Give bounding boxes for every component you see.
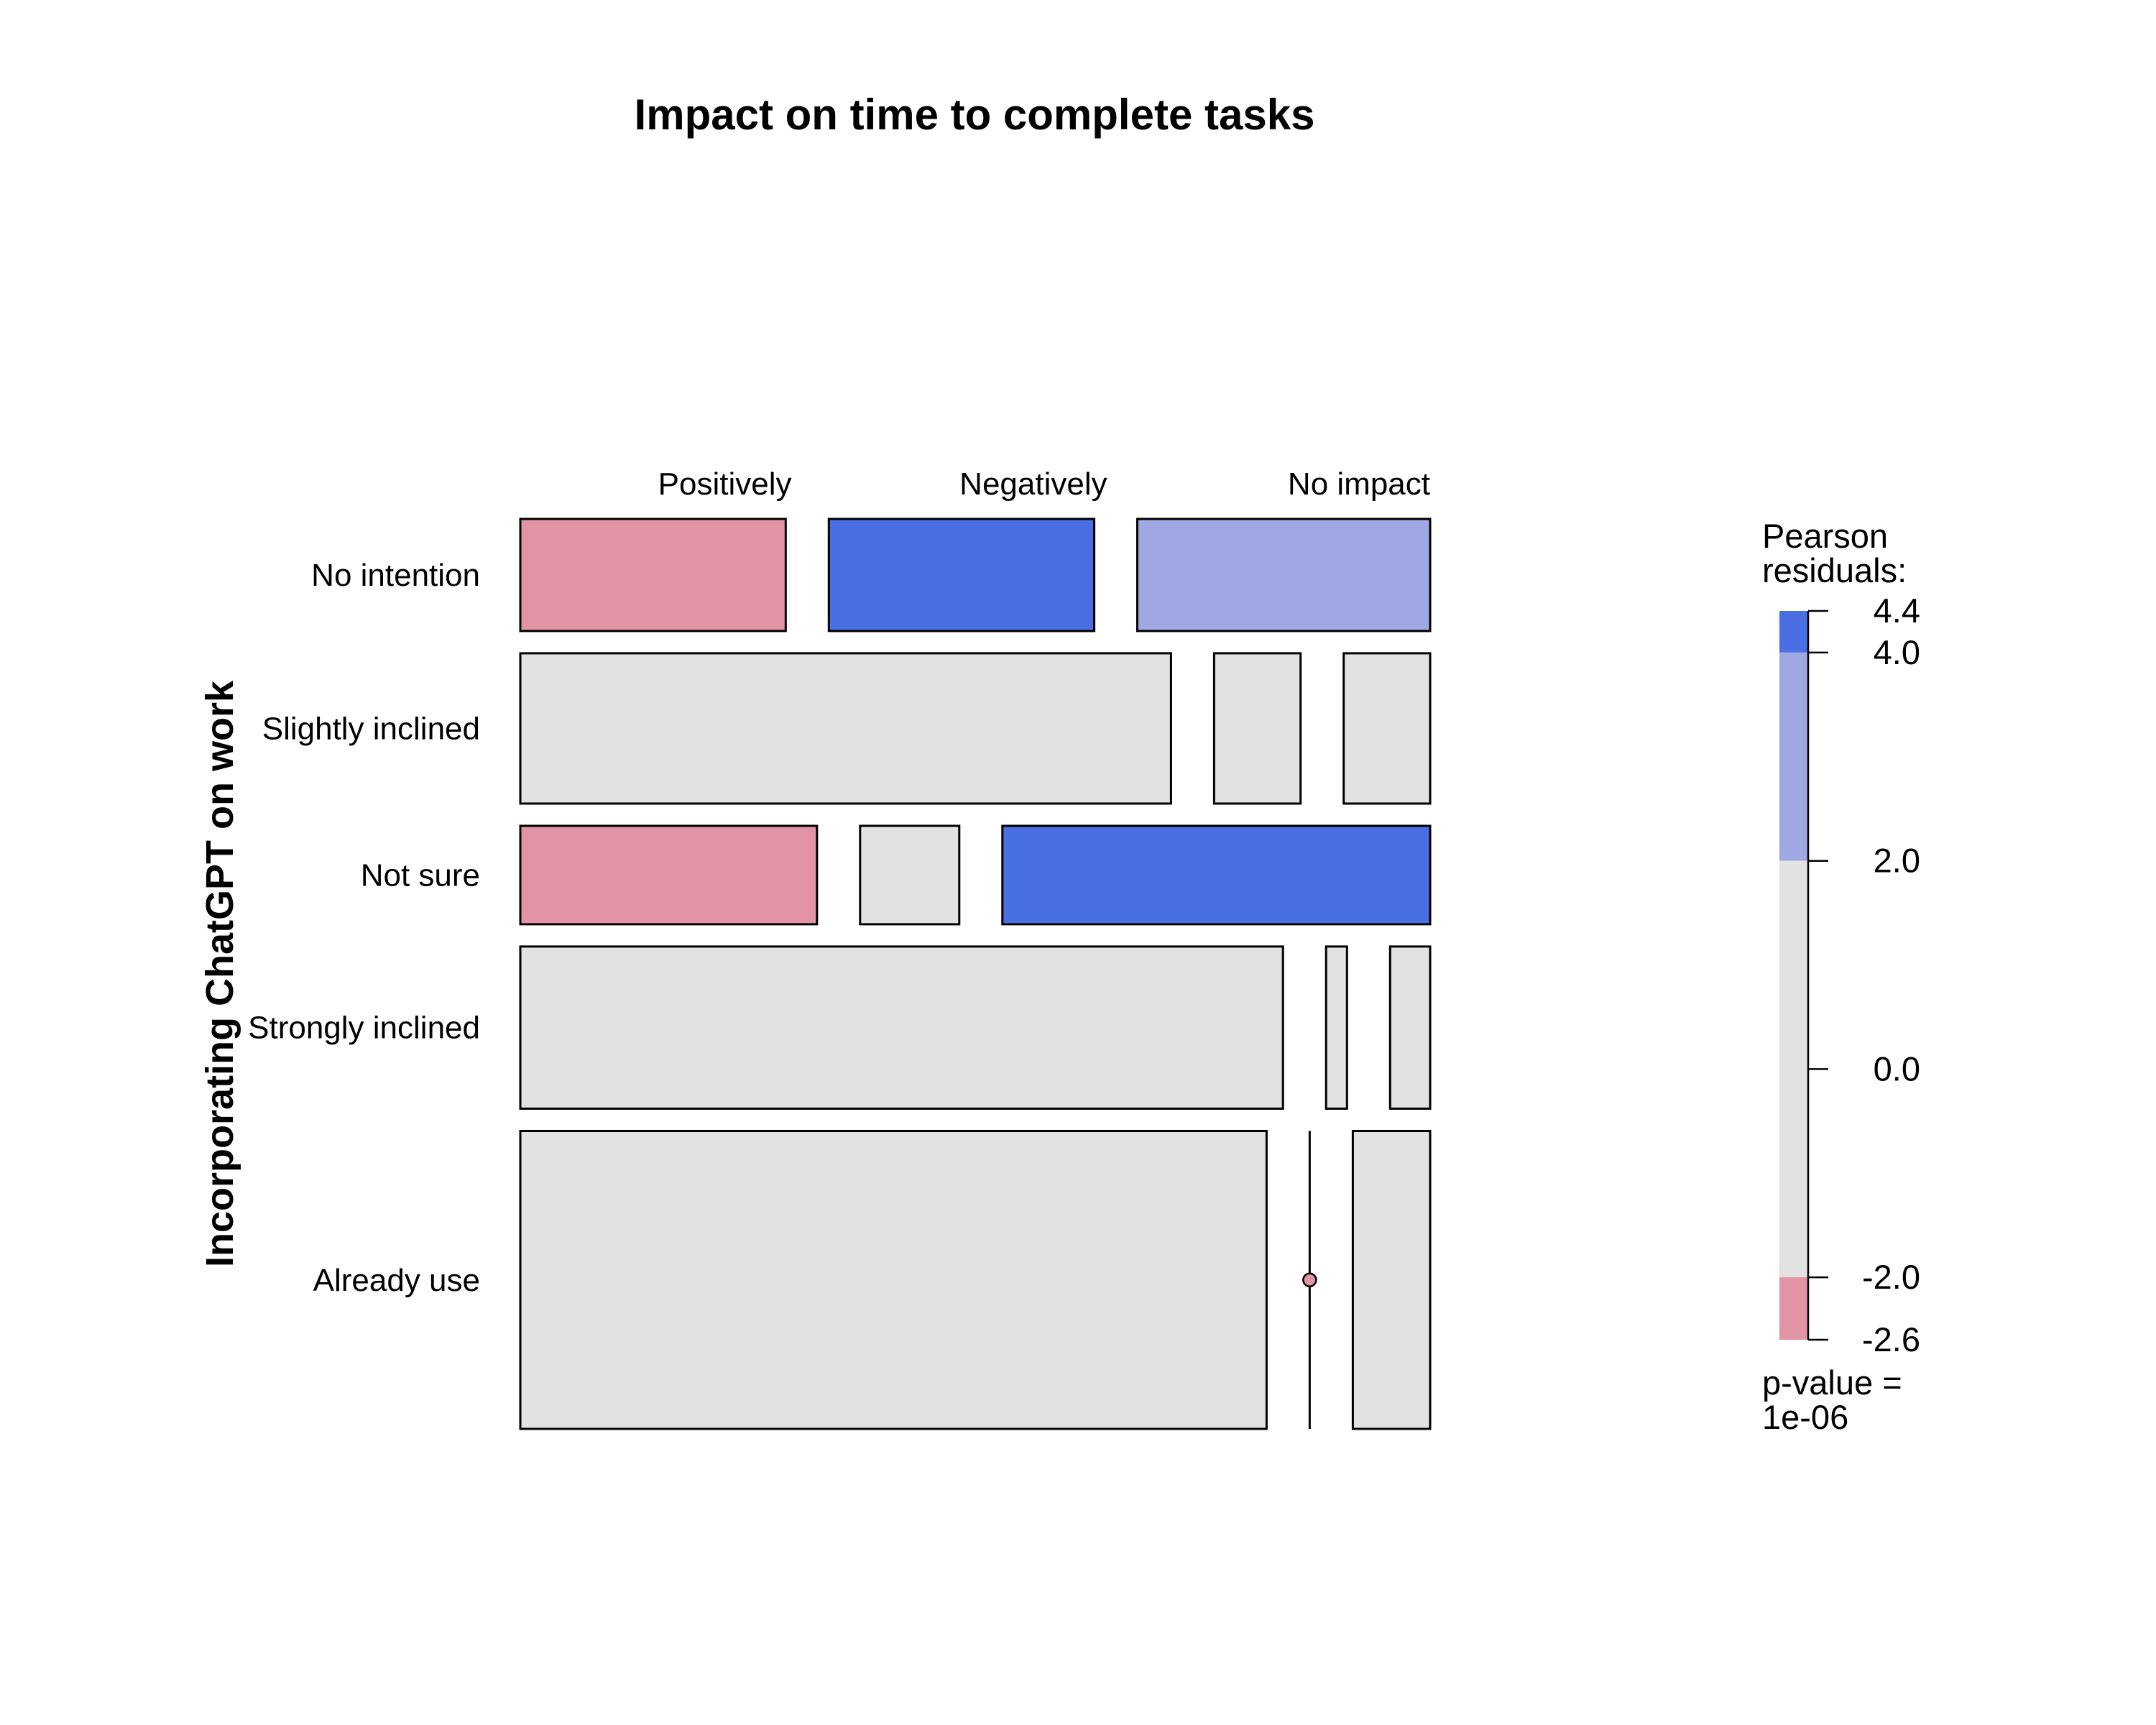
legend-band-3: [1779, 1277, 1808, 1340]
legend-ticks: 4.44.0 2.0 0.0 -2.0 -2.6: [1807, 592, 1920, 1358]
legend-title-line2: residuals:: [1762, 551, 1907, 589]
row-label-no-intention: No intention: [311, 558, 480, 593]
tile-no-intention-no-impact: [1136, 518, 1432, 632]
tile-no-intention-negatively: [827, 518, 1096, 632]
tile-slightly-inclined-no-impact: [1342, 652, 1432, 805]
legend-tick-label: 0.0: [1874, 1049, 1920, 1087]
row-label-slightly-inclined: Slightly inclined: [262, 712, 480, 747]
column-label-no-impact: No impact: [1288, 466, 1430, 502]
p-value: 1e-06: [1762, 1398, 1848, 1436]
legend-band-1: [1779, 652, 1808, 861]
row-label-already-use: Already use: [313, 1263, 480, 1298]
column-label-negatively: Negatively: [959, 466, 1107, 502]
tile-not-sure-positively: [519, 824, 819, 926]
row-labels: No intention Slightly inclined Not sure Str…: [248, 558, 480, 1298]
mosaic-tiles: [519, 518, 1432, 1430]
tile-slightly-inclined-positively: [519, 652, 1172, 805]
column-labels: Positively Negatively No impact: [658, 466, 1430, 502]
chart-title: Impact on time to complete tasks: [635, 91, 1315, 139]
tile-strongly-inclined-no-impact: [1388, 945, 1432, 1110]
legend-tick-label: 2.0: [1874, 842, 1920, 880]
tile-not-sure-no-impact: [1001, 824, 1432, 926]
legend-title-line1: Pearson: [1762, 517, 1888, 555]
legend-tick-label: 4.0: [1874, 633, 1920, 671]
zero-cell-marker: [1302, 1272, 1317, 1288]
tile-not-sure-negatively: [859, 824, 961, 926]
legend-band-2: [1779, 860, 1808, 1278]
tile-slightly-inclined-negatively: [1212, 652, 1302, 805]
tile-no-intention-positively: [519, 518, 787, 632]
row-label-strongly-inclined: Strongly inclined: [248, 1011, 480, 1046]
legend-tick-label: -2.6: [1862, 1320, 1920, 1358]
y-axis-label: Incorporating ChatGPT on work: [198, 680, 241, 1267]
legend-tick-label: -2.0: [1862, 1258, 1920, 1296]
legend-band-0: [1779, 611, 1808, 653]
p-value-label: p-value =: [1762, 1363, 1902, 1402]
legend-color-bar: [1779, 611, 1808, 1340]
tile-already-use-positively: [519, 1130, 1268, 1430]
row-label-not-sure: Not sure: [361, 858, 480, 893]
tile-strongly-inclined-negatively: [1325, 945, 1348, 1110]
tile-already-use-no-impact: [1351, 1130, 1432, 1430]
residual-legend: Pearson residuals: 4.44.02.00.0-2.0-2.6 …: [1762, 517, 1920, 1436]
column-label-positively: Positively: [658, 466, 792, 502]
tile-strongly-inclined-positively: [519, 945, 1284, 1110]
legend-tick-label: 4.4: [1874, 592, 1920, 630]
